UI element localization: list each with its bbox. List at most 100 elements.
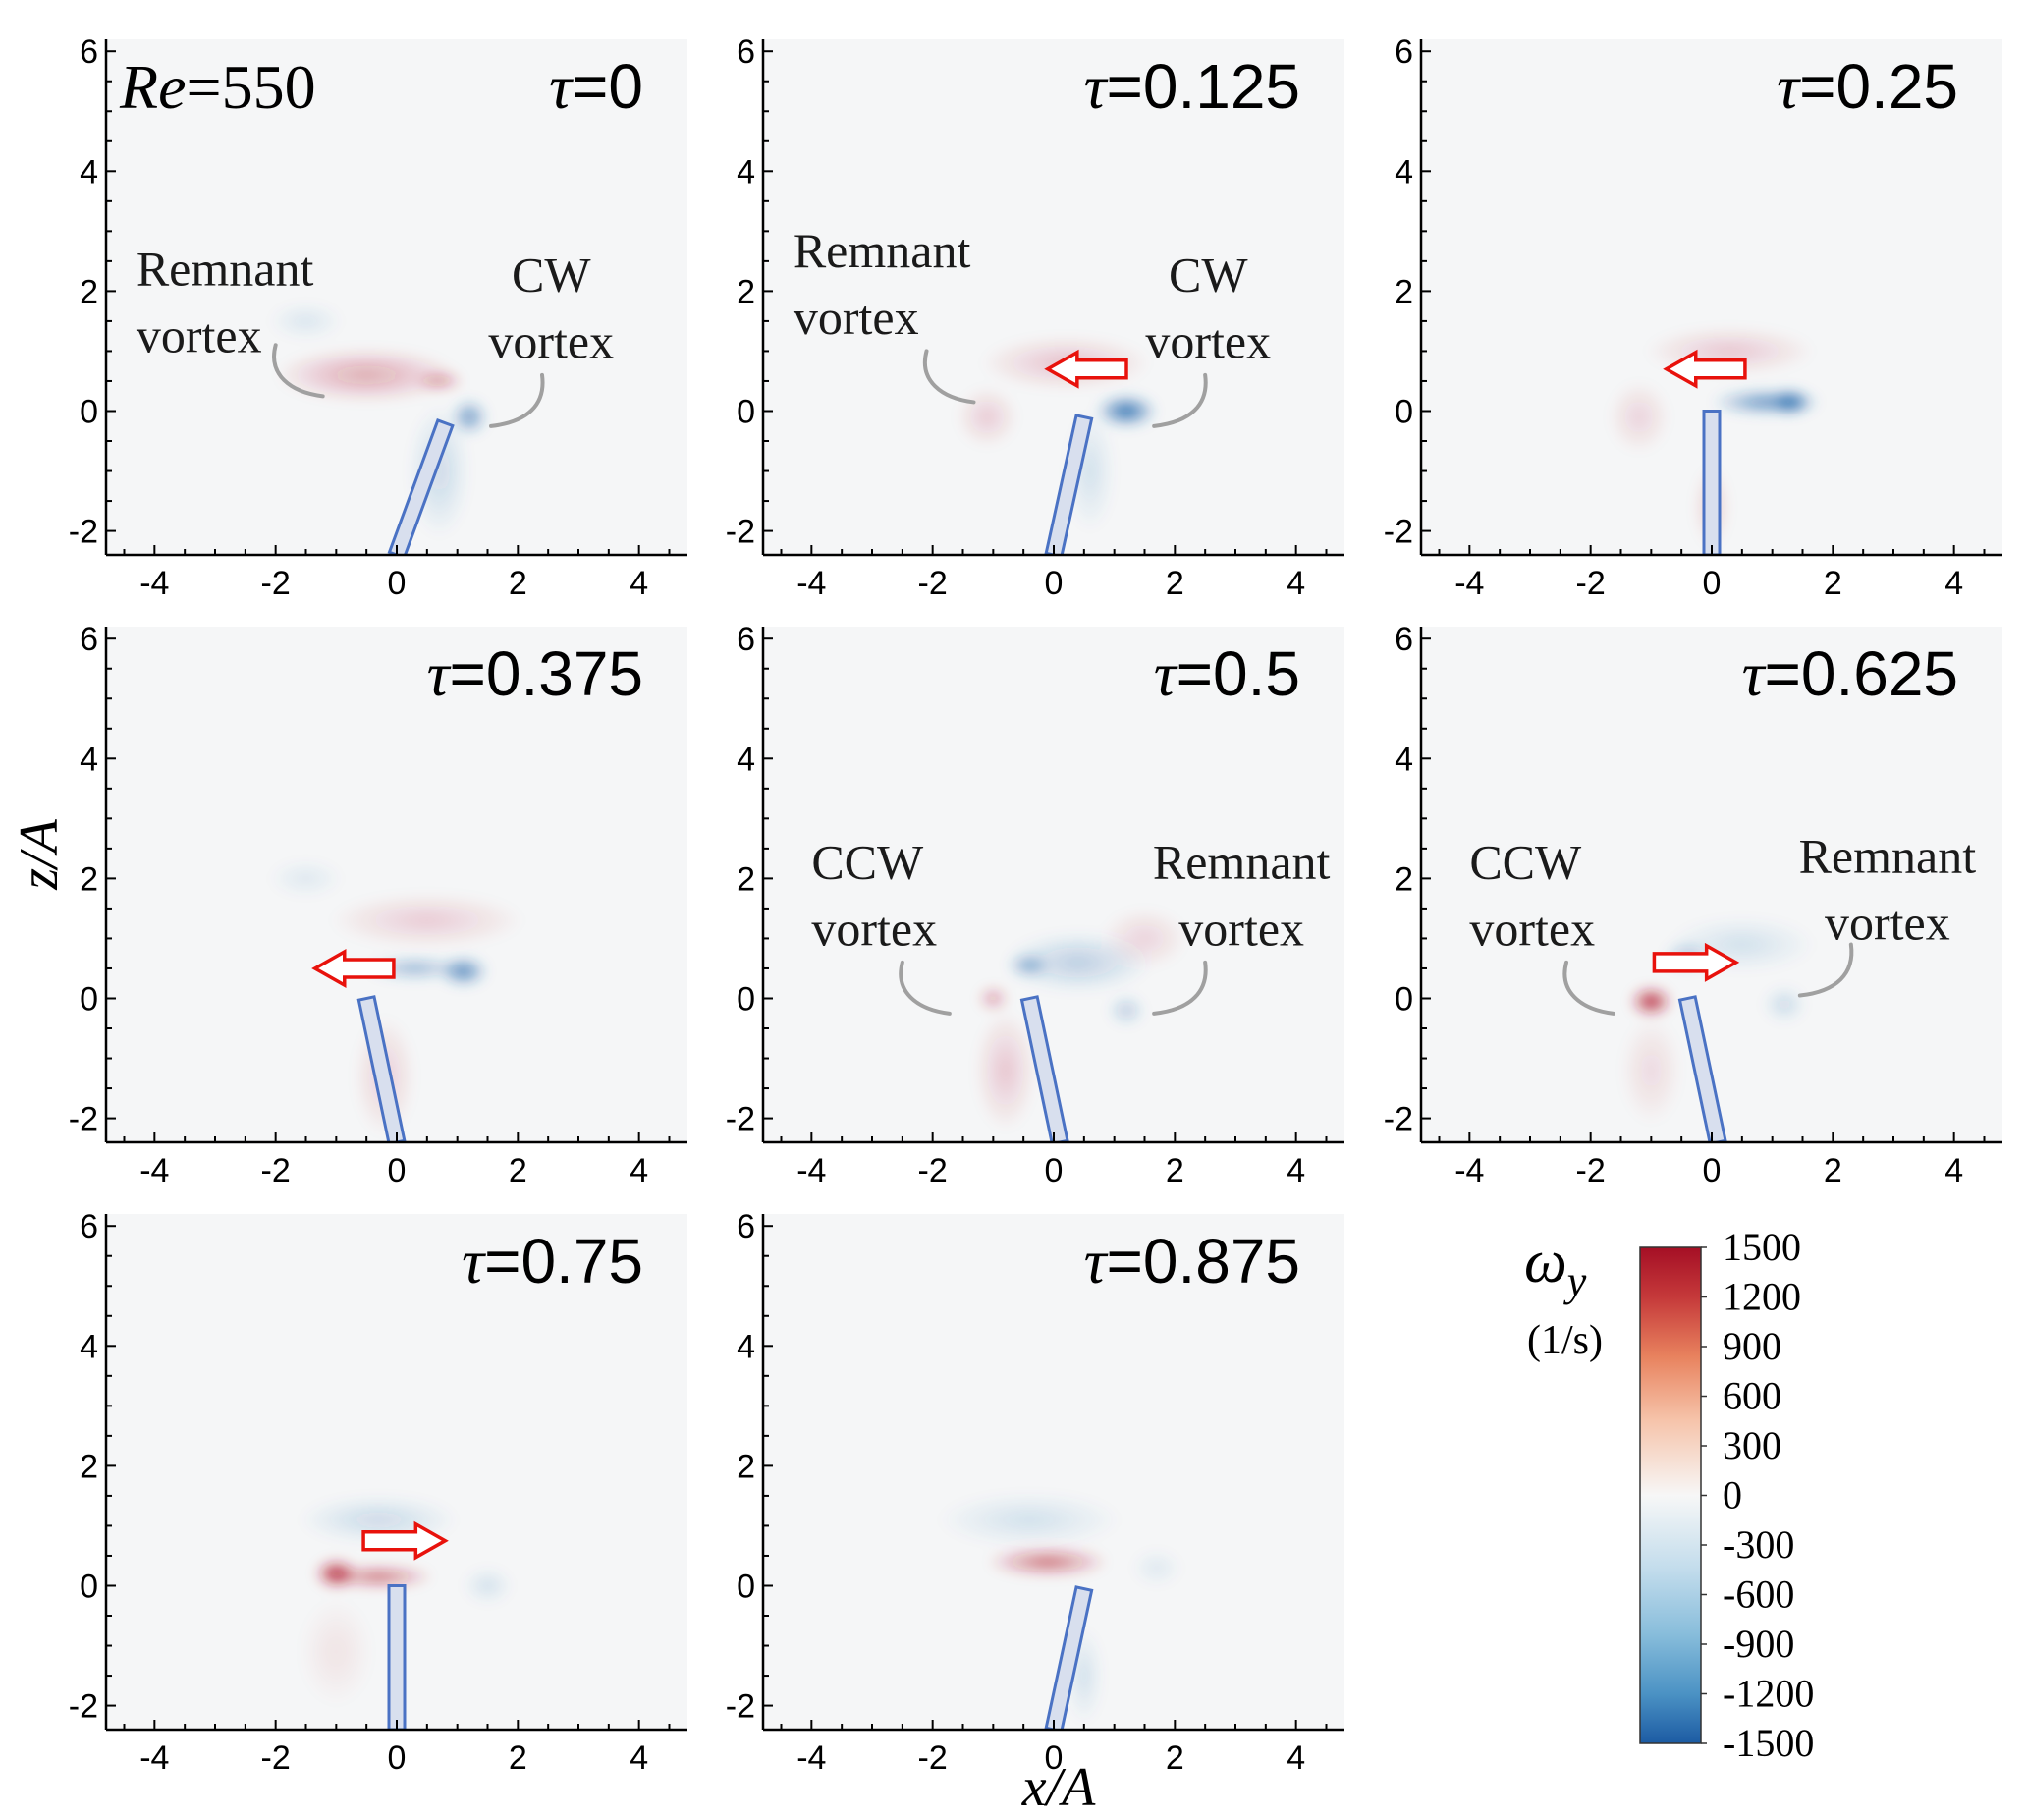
annotation-text: Remnant: [1799, 828, 1977, 883]
x-tick-label: 0: [388, 565, 407, 602]
positive-vortex-region: [957, 387, 1017, 448]
positive-vortex-region: [1609, 380, 1670, 454]
positive-vortex-region: [275, 348, 458, 403]
x-tick-label: 4: [630, 1152, 648, 1189]
y-tick-label: 0: [737, 393, 755, 430]
y-tick-label: -2: [69, 1688, 98, 1726]
annotation-pointer: [923, 349, 976, 405]
vorticity-field: [938, 1492, 1181, 1724]
y-tick-label: 2: [737, 1448, 755, 1485]
annotation-pointer: [1152, 960, 1208, 1016]
panel-tau-0.875: -2 0 2 4 6 -4 -2 0 2 4 τ=0.875: [726, 1208, 1344, 1777]
x-tick-label: -2: [918, 1739, 948, 1777]
x-tick-label: 0: [1703, 565, 1722, 602]
y-tick-label: 2: [80, 1448, 98, 1485]
x-tick-label: 0: [1703, 1152, 1722, 1189]
annotation-text: Remnant: [137, 241, 314, 296]
y-tick-label: 4: [80, 741, 98, 778]
positive-vortex-region: [300, 1597, 373, 1706]
colorbar-title: ωy: [1524, 1229, 1587, 1305]
colorbar-tick-label: 0: [1723, 1473, 1742, 1517]
annotation-text: CW: [1169, 247, 1248, 302]
annotation-pointer: [1152, 372, 1208, 428]
y-tick-label: -2: [1384, 514, 1413, 551]
y-tick-label: -2: [69, 514, 98, 551]
x-tick-label: 2: [1166, 1739, 1184, 1777]
colorbar-tick-label: 1500: [1723, 1225, 1801, 1269]
x-tick-label: -4: [1454, 1152, 1484, 1189]
positive-vortex-region: [324, 1565, 433, 1589]
colorbar-tick-label: -300: [1723, 1522, 1794, 1567]
x-tick-label: 4: [1287, 1152, 1305, 1189]
x-axis-label: x/A: [1021, 1757, 1096, 1818]
re-symbol: Re: [119, 52, 187, 122]
annotation-text: CW: [512, 247, 591, 302]
x-tick-label: 2: [1824, 1152, 1842, 1189]
x-tick-label: 0: [388, 1739, 407, 1777]
y-tick-label: 4: [80, 153, 98, 191]
y-tick-label: 4: [737, 741, 755, 778]
x-tick-label: -2: [261, 1152, 291, 1189]
x-tick-label: 0: [1045, 1152, 1064, 1189]
y-tick-label: -2: [726, 1688, 755, 1726]
plot-background: [763, 1214, 1344, 1730]
annotation-text: vortex: [1825, 895, 1950, 950]
annotation-pointer: [489, 372, 545, 428]
vorticity-field: [974, 908, 1187, 1131]
negative-vortex-region: [1763, 986, 1806, 1022]
annotation-text: CCW: [811, 834, 924, 889]
plot-background: [763, 39, 1344, 555]
x-tick-label: -2: [1576, 1152, 1606, 1189]
y-tick-label: -2: [726, 514, 755, 551]
colorbar-tick-label: -900: [1723, 1622, 1794, 1666]
vorticity-field: [269, 303, 488, 537]
colorbar-units: (1/s): [1527, 1318, 1603, 1363]
plate: [1044, 1585, 1094, 1730]
x-tick-label: -2: [918, 565, 948, 602]
annotation-pointer: [1562, 960, 1615, 1016]
positive-vortex-region: [1102, 908, 1187, 968]
x-tick-label: 2: [1824, 565, 1842, 602]
annotation-text: vortex: [1178, 901, 1304, 956]
annotation-text: vortex: [794, 290, 919, 345]
plot-background: [763, 627, 1344, 1142]
y-tick-label: 2: [80, 860, 98, 898]
y-tick-label: -2: [1384, 1101, 1413, 1138]
panel-tau-0.375: -2 0 2 4 6 -4 -2 0 2 4 τ=0.375: [69, 621, 687, 1189]
annotation-text: vortex: [1145, 313, 1271, 368]
positive-vortex-region: [414, 371, 464, 391]
y-tick-label: 4: [737, 153, 755, 191]
x-tick-label: 4: [1287, 1739, 1305, 1777]
annotation-pointer: [1797, 942, 1854, 998]
y-tick-label: 6: [1395, 33, 1413, 71]
re-label: Re=550: [119, 52, 316, 122]
y-tick-label: 0: [1395, 980, 1413, 1018]
colorbar-tick-label: 300: [1723, 1423, 1781, 1467]
y-tick-label: 0: [80, 1568, 98, 1605]
y-tick-label: 2: [1395, 860, 1413, 898]
negative-vortex-region: [269, 303, 343, 340]
x-tick-label: -4: [796, 1739, 826, 1777]
y-tick-label: 0: [737, 1568, 755, 1605]
colorbar-tick-label: -600: [1723, 1572, 1794, 1617]
tau-label: τ=0.375: [427, 638, 643, 709]
x-tick-label: -2: [1576, 565, 1606, 602]
negative-vortex-region: [1132, 1549, 1181, 1586]
panel-tau-0.125: Remnant vortex CW vortex -2 0 2 4 6 -4 -2 0 2 4 τ=0.12…: [726, 33, 1344, 602]
tau-label: τ=0: [549, 51, 643, 122]
y-tick-label: 4: [80, 1328, 98, 1365]
positive-vortex-region: [974, 1010, 1036, 1131]
x-tick-label: -4: [139, 1739, 169, 1777]
motion-arrow-left: [311, 948, 396, 988]
panel-tau-0: Remnant vortex CW vortex -2 0 2 4 6 -4 -2 0 2 4 τ=0: [69, 33, 687, 602]
negative-vortex-region: [1096, 394, 1157, 428]
x-tick-label: -2: [261, 565, 291, 602]
plate: [1702, 409, 1722, 555]
negative-vortex-region: [463, 1568, 513, 1604]
negative-vortex-region: [938, 1492, 1121, 1547]
panel-tau-0.625: CCW vortex Remnant vortex -2 0 2 4 6 -4 -2 0 2 4 τ=0.6…: [1384, 621, 2002, 1189]
y-tick-label: 4: [1395, 741, 1413, 778]
y-tick-label: 0: [1395, 393, 1413, 430]
x-tick-label: 4: [630, 1739, 648, 1777]
x-tick-label: 2: [509, 1152, 527, 1189]
